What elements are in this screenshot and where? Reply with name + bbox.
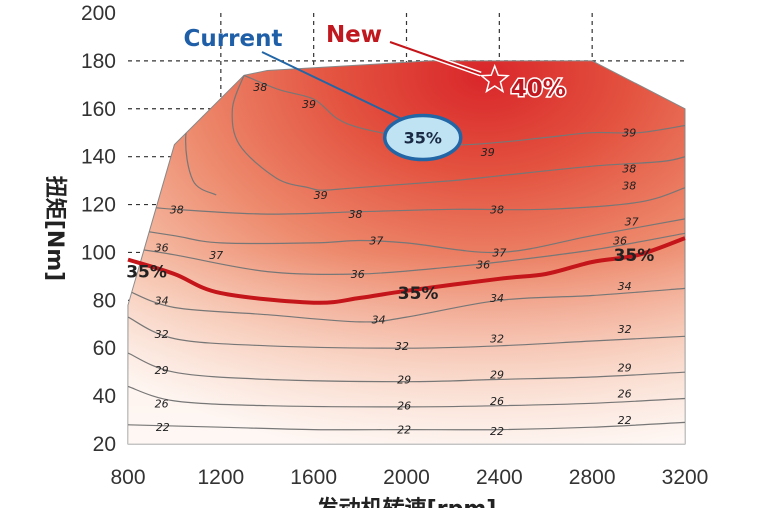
- y-tick-label: 80: [93, 289, 116, 312]
- x-tick-label: 3200: [662, 466, 709, 489]
- contour-label: 38: [622, 179, 636, 192]
- contour-line-29: [128, 352, 685, 383]
- highlight-label: 35%: [126, 263, 167, 283]
- contour-label: 36: [155, 242, 169, 255]
- y-tick-label: 140: [81, 146, 116, 169]
- contour-label: 32: [155, 328, 169, 341]
- new-star: [479, 63, 510, 94]
- contour-label: 36: [476, 258, 490, 271]
- x-tick-label: 1600: [290, 466, 337, 489]
- current-value: 35%: [404, 129, 442, 148]
- contour-line-32: [128, 316, 685, 349]
- contour-label: 26: [397, 400, 411, 413]
- contour-line-38: [128, 187, 685, 215]
- contour-label: 37: [492, 246, 506, 259]
- contour-label: 22: [156, 421, 170, 434]
- contour-label: 38: [253, 81, 267, 94]
- axes: 20 40 60 80 100 120 140 160 180 200 800 1200 1600 200…: [42, 2, 708, 508]
- contour-lines: [128, 74, 685, 431]
- new-label: New: [326, 22, 382, 48]
- new-value: 40%: [511, 76, 566, 102]
- contour-label: 34: [372, 313, 386, 326]
- x-tick-label: 2000: [383, 466, 430, 489]
- contour-label: 32: [490, 333, 504, 346]
- contour-label: 38: [622, 163, 636, 176]
- contour-label: 34: [490, 292, 504, 305]
- contour-line-36: [128, 232, 685, 276]
- envelope-fade: [128, 60, 685, 445]
- x-tick-label: 1200: [197, 466, 244, 489]
- contour-label: 22: [397, 424, 411, 437]
- contour-label: 29: [490, 369, 504, 382]
- efficiency-area: [127, 60, 686, 445]
- highlight-label: 35%: [614, 246, 655, 266]
- current-leader-line: [261, 51, 404, 121]
- contour-label: 37: [209, 249, 223, 262]
- contour-label: 34: [618, 280, 632, 293]
- contour-line-26: [128, 385, 685, 408]
- contour-label: 29: [155, 364, 169, 377]
- contour-label: 22: [618, 414, 632, 427]
- x-tick-label: 800: [110, 466, 145, 489]
- x-tick-label: 2800: [569, 466, 616, 489]
- y-tick-label: 20: [93, 433, 116, 456]
- contour-line-34: [128, 287, 685, 323]
- contour-line-22: [128, 421, 685, 431]
- contour-label: 39: [302, 98, 316, 111]
- contour-label: 32: [618, 323, 632, 336]
- contour-label: 34: [155, 294, 169, 307]
- current-oval: [382, 113, 463, 162]
- contour-line-37: [128, 218, 685, 254]
- contour-label: 36: [613, 234, 627, 247]
- y-tick-label: 120: [81, 194, 116, 217]
- contour-label: 26: [618, 388, 632, 401]
- highlight-label: 35%: [398, 284, 439, 304]
- y-tick-label: 160: [81, 98, 116, 121]
- contour-label: 38: [170, 203, 184, 216]
- y-tick-label: 100: [81, 241, 116, 264]
- y-tick-label: 200: [81, 2, 116, 25]
- contour-label: 37: [369, 234, 383, 247]
- contour-label: 22: [490, 425, 504, 438]
- highlight-line: [127, 236, 686, 305]
- contour-label: 29: [397, 373, 411, 386]
- y-tick-label: 180: [81, 50, 116, 73]
- contour-label: 32: [395, 340, 409, 353]
- new-leader-line: [389, 41, 482, 75]
- contour-label: 38: [490, 203, 504, 216]
- annotations: 22 22 22 22 26 26 26 26 29 29 29 29 32 32 32 32 34 34 34 34…: [155, 22, 639, 438]
- y-axis-label: 扭矩[Nm]: [42, 176, 68, 281]
- contour-label: 26: [490, 395, 504, 408]
- highlight-35-line: 35% 35% 35%: [126, 236, 686, 305]
- contour-label: 26: [155, 397, 169, 410]
- y-tick-label: 40: [93, 385, 116, 408]
- contour-label: 29: [618, 361, 632, 374]
- contour-label: 36: [351, 268, 365, 281]
- x-axis-label: 发动机转速[rpm]: [316, 496, 497, 508]
- contour-label: 37: [625, 215, 639, 228]
- contour-label: 39: [314, 189, 328, 202]
- contour-label: 38: [348, 208, 362, 221]
- contour-line-39-5: [231, 75, 685, 191]
- y-tick-label: 60: [93, 337, 116, 360]
- current-label: Current: [184, 26, 283, 52]
- contour-label: 39: [481, 146, 495, 159]
- x-tick-label: 2400: [476, 466, 523, 489]
- contour-label: 39: [622, 127, 636, 140]
